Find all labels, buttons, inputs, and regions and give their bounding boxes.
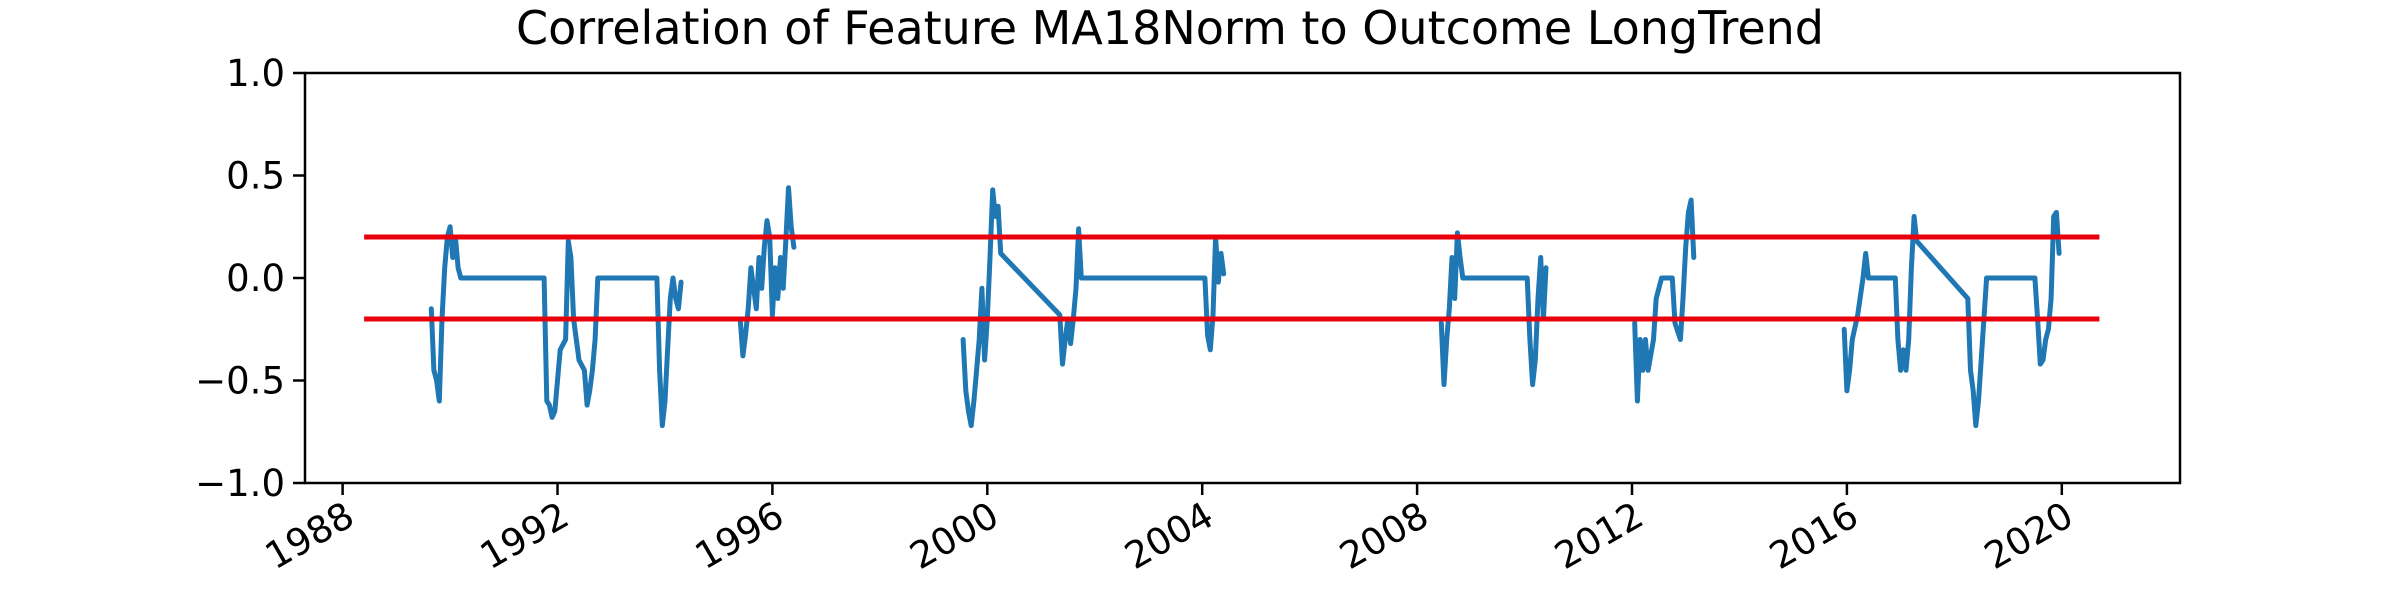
x-tick-label: 2020	[1977, 494, 2080, 578]
plot-frame	[303, 71, 2182, 485]
x-tick-label: 1992	[473, 494, 576, 578]
series-line-segment	[1438, 230, 1549, 388]
x-axis: 1988 1992 1996 2000 2004 2008 2012 2016 2020	[258, 483, 2080, 578]
y-tick-label: 0.0	[226, 257, 285, 300]
y-tick-label: 0.5	[226, 155, 285, 198]
series-line-segment	[428, 224, 684, 429]
y-tick-label: −0.5	[195, 360, 285, 403]
plot-area	[364, 185, 2100, 429]
x-tick-label: 1996	[688, 494, 791, 578]
x-tick-label: 2012	[1547, 494, 1650, 578]
series-line-segment	[1841, 209, 2062, 429]
series-line-segment	[737, 185, 797, 359]
x-tick-label: 1988	[258, 494, 361, 578]
x-tick-label: 2016	[1762, 494, 1865, 578]
y-axis: 1.0 0.5 0.0 −0.5 −1.0	[195, 52, 305, 505]
x-tick-label: 2008	[1333, 494, 1436, 578]
y-tick-label: −1.0	[195, 462, 285, 505]
x-tick-label: 2000	[903, 494, 1006, 578]
series-line-segment	[1632, 197, 1697, 404]
x-tick-label: 2004	[1118, 494, 1221, 578]
chart-title: Correlation of Feature MA18Norm to Outco…	[516, 1, 1824, 55]
y-tick-label: 1.0	[226, 52, 285, 95]
series-line-segment	[960, 187, 1227, 429]
